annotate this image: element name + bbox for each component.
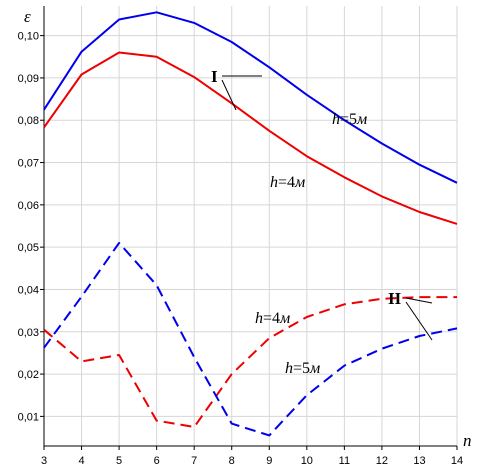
x-tick-label: 8 (229, 455, 235, 467)
x-tick-label: 6 (154, 455, 160, 467)
annotation-leaders (221, 75, 433, 341)
y-tick-label: 0,04 (18, 284, 39, 296)
axes (40, 6, 458, 450)
x-tick-label: 14 (451, 455, 463, 467)
tick-labels: 3 4 5 6 7 8 9 10 11 12 13 14 0,01 0,02 0,03 0,04 0,05 0,0… (18, 31, 464, 467)
series-I-red-solid (43, 51, 458, 225)
y-tick-label: 0,01 (18, 411, 39, 423)
y-tick-label: 0,08 (18, 115, 39, 127)
x-tick-label: 13 (413, 455, 425, 467)
label-I: I (211, 67, 218, 86)
grid (43, 6, 458, 446)
x-axis-label: n (463, 431, 472, 450)
label-h5-lower: h=5м (285, 360, 320, 377)
leader-II-lower (405, 301, 433, 341)
x-tick-label: 10 (301, 455, 313, 467)
x-tick-label: 3 (41, 455, 47, 467)
series-lines (43, 11, 458, 437)
x-tick-label: 4 (78, 455, 84, 467)
label-h5-upper: h=5м (332, 111, 367, 128)
label-II: II (388, 289, 402, 308)
y-tick-label: 0,10 (18, 31, 39, 43)
label-h4-lower: h=4м (255, 310, 290, 327)
x-tick-label: 7 (191, 455, 197, 467)
x-tick-label: 5 (116, 455, 122, 467)
y-tick-label: 0,09 (18, 73, 39, 85)
x-tick-label: 12 (376, 455, 388, 467)
y-tick-label: 0,07 (18, 158, 39, 170)
leader-II-upper (405, 297, 433, 304)
series-I-blue-solid (43, 11, 458, 184)
series-II-blue-dashed (43, 241, 458, 437)
y-tick-label: 0,06 (18, 200, 39, 212)
leader-I-diagonal (221, 79, 237, 111)
label-h4-upper: h=4м (270, 174, 305, 191)
y-tick-label: 0,02 (18, 369, 39, 381)
y-tick-label: 0,05 (18, 242, 39, 254)
x-tick-label: 11 (339, 455, 350, 467)
series-II-red-dashed (43, 296, 457, 428)
y-tick-label: 0,03 (18, 327, 39, 339)
y-axis-label: ε (24, 7, 31, 26)
x-tick-label: 9 (266, 455, 272, 467)
